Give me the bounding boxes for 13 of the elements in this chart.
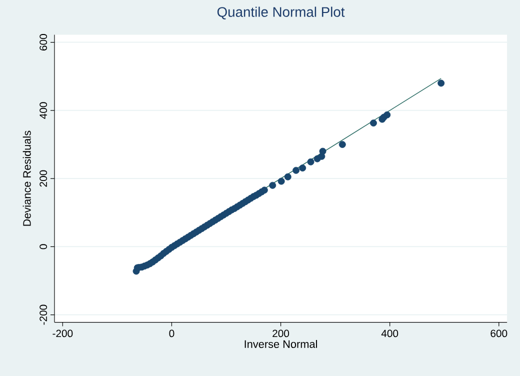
- chart-title: Quantile Normal Plot: [217, 6, 345, 20]
- y-tick-label: 0: [40, 244, 48, 250]
- y-tick-label: 200: [40, 170, 48, 187]
- x-tick-label: 600: [490, 330, 508, 338]
- x-tick-label: 400: [381, 330, 398, 338]
- y-tick-label: 400: [40, 102, 48, 119]
- x-axis-title: Inverse Normal: [244, 340, 317, 348]
- y-tick-label: 600: [40, 34, 48, 50]
- x-tick-label: 200: [272, 330, 290, 338]
- x-tick-label: -200: [52, 330, 73, 338]
- y-axis-title: Deviance Residuals: [22, 130, 31, 226]
- y-tick-label: -200: [40, 304, 48, 325]
- x-tick-label: 0: [169, 330, 174, 338]
